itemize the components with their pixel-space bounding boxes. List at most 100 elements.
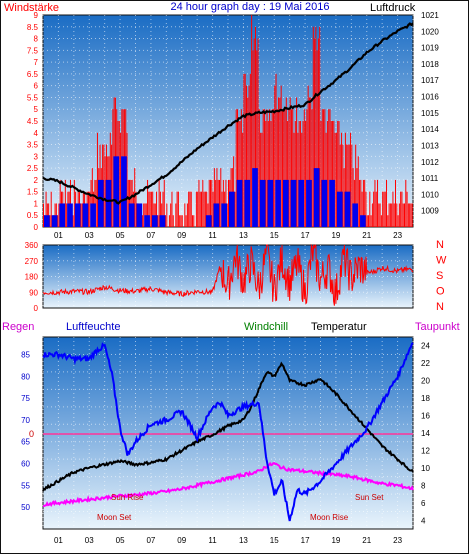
temperatur-label: Temperatur <box>311 321 367 333</box>
wind-avg-bar <box>282 179 289 227</box>
wind-avg-bar <box>67 203 73 227</box>
wind-avg-bar <box>236 179 243 227</box>
wind-y-tick-label: 7.5 <box>27 46 39 55</box>
wind-avg-bar <box>244 179 251 227</box>
wind-avg-bar <box>82 203 89 227</box>
compass-tick-label: O <box>436 286 445 298</box>
wind-y-tick-label: 6.5 <box>27 70 39 79</box>
humidity-y-tick-label: 55 <box>21 481 30 490</box>
temperature-y-tick-label: 14 <box>421 429 430 438</box>
wind-y-tick-label: 1 <box>34 199 39 208</box>
compass-tick-label: N <box>436 301 444 313</box>
temperature-y-tick-label: 12 <box>421 446 430 455</box>
humidity-y-tick-label: 65 <box>21 438 30 447</box>
luftfeuchte-label: Luftfeuchte <box>66 321 120 333</box>
wind-y-tick-label: 8.5 <box>27 23 39 32</box>
direction-y-tick-label: 360 <box>25 241 39 250</box>
humidity-line <box>42 342 414 522</box>
x-tick-label: 09 <box>177 231 186 240</box>
wind-avg-bar <box>90 203 96 227</box>
moon-set-annotation: Moon Set <box>97 513 132 522</box>
wind-y-tick-label: 4.5 <box>27 117 39 126</box>
x-tick-label: 23 <box>393 231 402 240</box>
wind-avg-bar <box>298 179 305 227</box>
temperature-y-tick-label: 8 <box>421 481 426 490</box>
x-tick-label: 07 <box>146 231 155 240</box>
wind-avg-bar <box>221 203 227 227</box>
wind-avg-bar <box>113 156 120 227</box>
luftdruck-label: Luftdruck <box>370 2 416 14</box>
wind-avg-bar <box>267 179 274 227</box>
temperature-y-tick-label: 4 <box>421 516 426 525</box>
wind-avg-bar <box>74 203 81 227</box>
x-tick-label: 19 <box>331 231 340 240</box>
humidity-y-tick-label: 60 <box>21 460 30 469</box>
chart-title: 24 hour graph day : 19 Mai 2016 <box>170 1 329 13</box>
wind-direction-line <box>42 243 414 306</box>
wind-avg-bar <box>344 191 351 227</box>
pressure-y-tick-label: 1011 <box>421 174 439 183</box>
pressure-y-tick-label: 1020 <box>421 27 439 36</box>
x-tick-label: 11 <box>208 536 217 545</box>
x-tick-label: 21 <box>362 536 371 545</box>
pressure-y-tick-label: 1019 <box>421 44 439 53</box>
x-tick-label: 23 <box>393 536 402 545</box>
direction-y-tick-label: 180 <box>25 273 39 282</box>
temperature-y-tick-label: 24 <box>421 342 430 351</box>
wind-x-axis-labels: 01 03 05 07 09 11 13 15 17 19 21 23 <box>54 231 403 240</box>
temperature-y-tick-label: 22 <box>421 359 430 368</box>
wind-avg-bar <box>159 215 166 227</box>
wind-avg-bar <box>290 179 297 227</box>
pressure-y-tick-label: 1021 <box>421 11 439 20</box>
x-tick-label: 05 <box>116 536 125 545</box>
wind-avg-bar <box>313 168 320 227</box>
x-tick-label: 19 <box>331 536 340 545</box>
x-tick-label: 21 <box>362 231 371 240</box>
x-tick-label: 01 <box>54 536 63 545</box>
x-tick-label: 03 <box>85 536 94 545</box>
humidity-y-tick-label: 80 <box>21 372 30 381</box>
compass-tick-label: W <box>436 255 447 267</box>
wind-y-tick-label: 3 <box>34 152 39 161</box>
dewpoint-line <box>42 461 414 508</box>
sun-set-annotation: Sun Set <box>355 493 384 502</box>
wind-avg-bar <box>252 168 258 227</box>
direction-y-tick-label: 0 <box>34 304 39 313</box>
x-tick-label: 07 <box>146 536 155 545</box>
windstaerke-label: Windstärke <box>4 2 59 14</box>
wind-avg-bar <box>306 179 312 227</box>
wind-avg-bar <box>44 215 50 227</box>
pressure-line <box>42 22 414 205</box>
humidity-y-tick-label: 50 <box>21 503 30 512</box>
pressure-y-tick-label: 1017 <box>421 76 439 85</box>
wind-avg-bar <box>128 203 135 227</box>
wind-panel: 0 0.5 1 1.5 2 2.5 3 3.5 4 4.5 5 5.5 6 6.5 7 7.5 8 8.5 9 10… <box>27 11 439 240</box>
temperature-y-tick-label: 16 <box>421 412 430 421</box>
x-tick-label: 11 <box>208 231 217 240</box>
wind-y-tick-label: 0.5 <box>27 211 39 220</box>
pressure-y-axis-labels: 1009 1010 1011 1012 1013 1014 1015 1016 1017 1018… <box>421 11 439 216</box>
wind-avg-bar <box>121 156 127 227</box>
direction-y-axis-labels: 0 90 180 270 360 <box>25 241 39 313</box>
wind-y-tick-label: 1.5 <box>27 188 39 197</box>
compass-tick-label: S <box>436 270 443 282</box>
wind-avg-bars <box>44 156 366 227</box>
x-tick-label: 17 <box>301 231 310 240</box>
pressure-y-tick-label: 1014 <box>421 125 439 134</box>
wind-avg-bar <box>360 215 366 227</box>
windchill-label: Windchill <box>244 321 288 333</box>
x-tick-label: 17 <box>301 536 310 545</box>
pressure-y-tick-label: 1010 <box>421 190 439 199</box>
x-tick-label: 15 <box>270 536 279 545</box>
wind-avg-bar <box>336 191 343 227</box>
wind-y-tick-label: 9 <box>34 11 39 20</box>
pressure-y-tick-label: 1009 <box>421 207 439 216</box>
wind-y-tick-label: 5.5 <box>27 93 39 102</box>
wind-y-tick-label: 3.5 <box>27 141 39 150</box>
humidity-panel: 0 Sun Rise Moon Set Moon Rise Sun Set 50… <box>21 336 430 545</box>
temperature-y-tick-label: 10 <box>421 464 430 473</box>
wind-y-axis-labels: 0 0.5 1 1.5 2 2.5 3 3.5 4 4.5 5 5.5 6 6.5 7 7.5 8 8.5 9 <box>27 11 39 232</box>
